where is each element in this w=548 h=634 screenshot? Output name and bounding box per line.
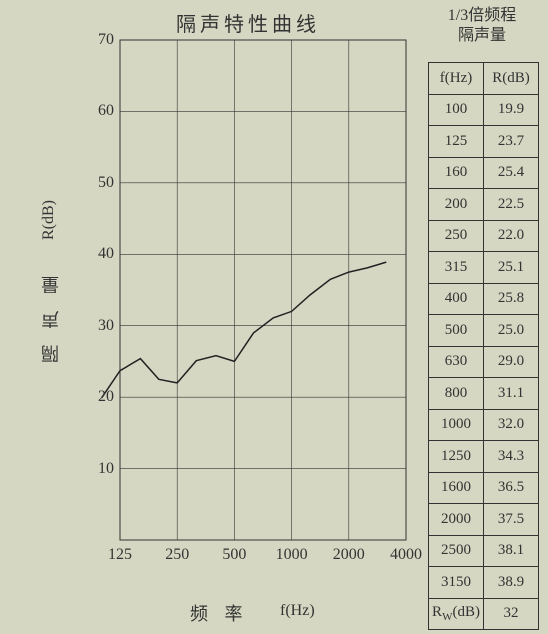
table-cell: RW(dB) [429, 598, 484, 630]
x-tick-label: 125 [100, 546, 140, 564]
x-tick-label: 500 [214, 546, 254, 564]
table-cell: 38.1 [484, 535, 539, 567]
x-tick-label: 2000 [329, 546, 369, 564]
table-cell: 3150 [429, 567, 484, 599]
table-cell: f(Hz) [429, 63, 484, 95]
table-cell: 29.0 [484, 346, 539, 378]
table-cell: 22.5 [484, 189, 539, 221]
table-cell: 25.8 [484, 283, 539, 315]
table-cell: 19.9 [484, 94, 539, 126]
table-cell: 1600 [429, 472, 484, 504]
table-cell: 2000 [429, 504, 484, 536]
table-cell: 1000 [429, 409, 484, 441]
y-tick-label: 40 [84, 245, 114, 263]
table-cell: 23.7 [484, 126, 539, 158]
table-cell: 250 [429, 220, 484, 252]
table-cell: 160 [429, 157, 484, 189]
table-cell: 36.5 [484, 472, 539, 504]
x-axis-unit: f(Hz) [280, 602, 315, 620]
table-cell: 400 [429, 283, 484, 315]
table-cell: 37.5 [484, 504, 539, 536]
y-tick-label: 10 [84, 460, 114, 478]
chart-title: 隔声特性曲线 [176, 8, 320, 37]
table-cell: 125 [429, 126, 484, 158]
table-cell: 100 [429, 94, 484, 126]
table-cell: 2500 [429, 535, 484, 567]
table-title: 1/3倍频程 隔声量 [432, 6, 532, 46]
table-cell: 38.9 [484, 567, 539, 599]
table-cell: 800 [429, 378, 484, 410]
y-axis-label: 隔 声 量 [38, 270, 64, 363]
x-tick-label: 1000 [272, 546, 312, 564]
y-tick-label: 60 [84, 102, 114, 120]
y-tick-label: 30 [84, 317, 114, 335]
table-title-line2: 隔声量 [458, 27, 506, 44]
table-cell: 25.1 [484, 252, 539, 284]
y-tick-label: 20 [84, 388, 114, 406]
x-tick-label: 4000 [386, 546, 426, 564]
y-axis-unit: R(dB) [40, 200, 58, 240]
table-cell: 31.1 [484, 378, 539, 410]
table-cell: 25.0 [484, 315, 539, 347]
x-axis-label: 频 率 [190, 600, 249, 626]
table-cell: 34.3 [484, 441, 539, 473]
table-cell: 32.0 [484, 409, 539, 441]
table-cell: 22.0 [484, 220, 539, 252]
table-cell: R(dB) [484, 63, 539, 95]
table-cell: 25.4 [484, 157, 539, 189]
table-cell: 630 [429, 346, 484, 378]
table-cell: 1250 [429, 441, 484, 473]
table-cell: 32 [484, 598, 539, 630]
table-cell: 500 [429, 315, 484, 347]
y-tick-label: 50 [84, 174, 114, 192]
table-cell: 315 [429, 252, 484, 284]
data-table: f(Hz)R(dB)10019.912523.716025.420022.525… [428, 62, 539, 630]
x-tick-label: 250 [157, 546, 197, 564]
table-cell: 200 [429, 189, 484, 221]
y-tick-label: 70 [84, 31, 114, 49]
table-title-line1: 1/3倍频程 [448, 7, 516, 24]
